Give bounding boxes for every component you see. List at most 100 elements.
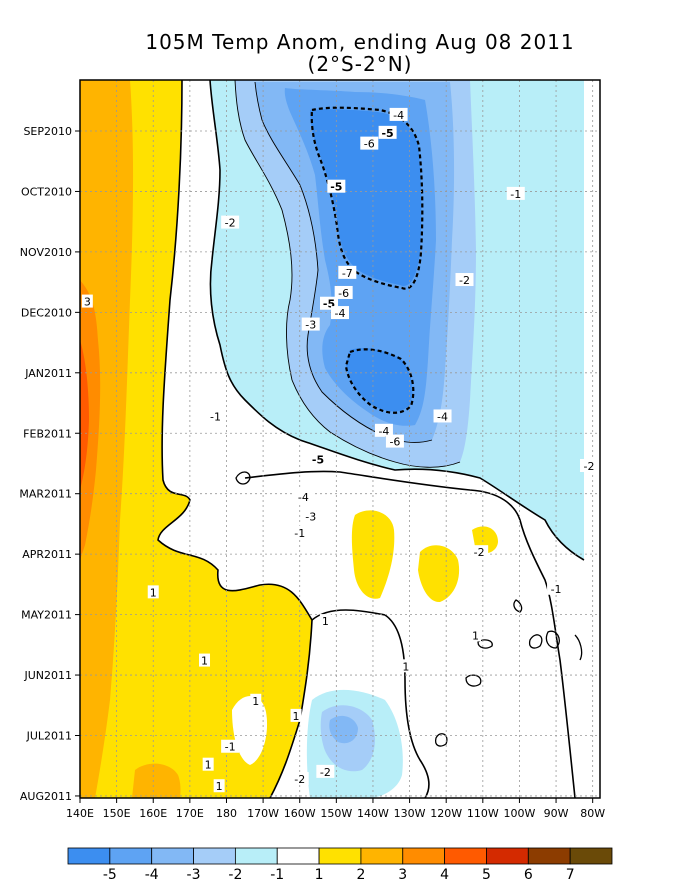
colorbar-label: -5 bbox=[103, 867, 117, 880]
contour-label-text: 1 bbox=[402, 660, 409, 673]
y-tick-label: FEB2011 bbox=[23, 427, 72, 440]
colorbar-swatch bbox=[234, 847, 278, 865]
colorbar: -5 -4 -3 -2 -1 1 2 3 4 5 6 7 bbox=[67, 847, 613, 880]
x-tick-label: 140W bbox=[357, 807, 389, 820]
colorbar-label: 5 bbox=[482, 867, 491, 880]
y-tick-label: AUG2011 bbox=[20, 790, 72, 803]
y-tick-label: JUL2011 bbox=[26, 730, 72, 743]
contour-label: 1 bbox=[469, 628, 481, 642]
contour-minus1 bbox=[209, 80, 585, 561]
contour-label-text: -2 bbox=[320, 766, 331, 779]
x-tick-label: 130W bbox=[394, 807, 426, 820]
field-pos-patch-d bbox=[120, 732, 139, 754]
contour-label-text: 1 bbox=[205, 759, 212, 772]
y-tick-label: SEP2010 bbox=[23, 125, 72, 138]
colorbar-label: -2 bbox=[228, 867, 242, 880]
contour-label: -2 bbox=[470, 545, 489, 559]
contour-label: 1 bbox=[199, 653, 211, 668]
contour-label-text: -1 bbox=[294, 527, 305, 540]
field-pos-patch-e bbox=[132, 763, 181, 798]
y-tick-label: MAY2011 bbox=[21, 609, 72, 622]
contour-small-c bbox=[465, 674, 482, 687]
contour-label-text: -1 bbox=[225, 741, 236, 754]
colorbar-swatch bbox=[444, 847, 487, 865]
contour-label: 3 bbox=[81, 294, 93, 309]
contour-label-text: -2 bbox=[225, 217, 236, 230]
x-tick-label: 110W bbox=[467, 807, 499, 820]
contour-label-text: -4 bbox=[437, 410, 448, 423]
colorbar-label: -1 bbox=[270, 867, 284, 880]
contour-label: -2 bbox=[316, 764, 335, 779]
x-tick-label: 100W bbox=[503, 807, 535, 820]
contour-label-text: -1 bbox=[210, 410, 221, 423]
y-tick-label: MAR2011 bbox=[19, 488, 72, 501]
contour-label: -4 bbox=[433, 409, 452, 423]
contour-label: -1 bbox=[221, 739, 240, 754]
x-tick-label: 80W bbox=[580, 807, 605, 820]
contour-label-text: -5 bbox=[312, 454, 324, 467]
contour-minus1-south bbox=[311, 609, 430, 798]
contour-label-text: 3 bbox=[84, 296, 91, 309]
contour-minus3 bbox=[254, 81, 433, 443]
colorbar-swatch bbox=[193, 847, 236, 865]
contour-label: -1 bbox=[506, 186, 525, 201]
contour-label-text: -6 bbox=[364, 138, 375, 151]
contour-label: -4 bbox=[374, 423, 393, 438]
contour-label-text: 1 bbox=[252, 695, 259, 708]
contour-label: 1 bbox=[400, 659, 412, 673]
contour-label-text: -4 bbox=[298, 491, 309, 504]
field-pos3 bbox=[80, 280, 101, 560]
contour-label-text: 1 bbox=[150, 586, 157, 599]
contour-small-d bbox=[528, 634, 543, 649]
y-tick-label: APR2011 bbox=[22, 548, 72, 561]
contour-label-text: 1 bbox=[472, 629, 479, 642]
contour-label: -2 bbox=[290, 772, 309, 786]
colorbar-label: 2 bbox=[356, 867, 365, 880]
contour-label-text: -2 bbox=[459, 274, 470, 287]
contour-label: -1 bbox=[290, 525, 309, 540]
contour-label: -2 bbox=[580, 459, 599, 473]
contour-label-text: -1 bbox=[551, 583, 562, 596]
contour-label: -2 bbox=[455, 273, 474, 287]
contour-label-text: -4 bbox=[335, 307, 346, 320]
x-tick-label: 180 bbox=[216, 807, 237, 820]
x-axis-ticks: 140E 150E 160E 170E 180 170W 160W 150W 140W 130W 1… bbox=[66, 798, 605, 820]
y-tick-label: NOV2010 bbox=[20, 246, 72, 259]
x-tick-label: 160E bbox=[139, 807, 167, 820]
contour-label-text: -7 bbox=[342, 267, 353, 280]
contour-label-text: -2 bbox=[584, 460, 595, 473]
x-tick-label: 150E bbox=[103, 807, 131, 820]
x-tick-label: 170E bbox=[176, 807, 204, 820]
field-pos-patch-b bbox=[418, 545, 460, 603]
contour-plus1 bbox=[157, 80, 313, 798]
colorbar-swatch bbox=[276, 847, 320, 865]
contour-label-text: -5 bbox=[330, 181, 342, 194]
contour-label-text: -6 bbox=[389, 436, 400, 449]
contour-label: 1 bbox=[250, 693, 262, 708]
contour-label: -2 bbox=[221, 215, 240, 230]
colorbar-swatch bbox=[360, 847, 404, 865]
chart-subtitle: (2°S-2°N) bbox=[307, 52, 413, 76]
contour-label: -7 bbox=[338, 265, 357, 280]
contour-label-text: 1 bbox=[216, 780, 223, 793]
x-tick-label: 120W bbox=[430, 807, 462, 820]
y-tick-label: OCT2010 bbox=[21, 185, 72, 198]
contour-label: 1 bbox=[319, 614, 331, 628]
x-tick-label: 140E bbox=[66, 807, 94, 820]
contour-label: -6 bbox=[334, 285, 353, 300]
contour-label: -6 bbox=[360, 136, 379, 151]
contour-label: 1 bbox=[213, 779, 225, 793]
colorbar-label: -3 bbox=[187, 867, 201, 880]
contour-label: 1 bbox=[202, 757, 214, 772]
colorbar-swatch bbox=[569, 847, 613, 865]
y-tick-label: JAN2011 bbox=[24, 367, 72, 380]
contour-minus2 bbox=[234, 80, 461, 468]
contour-label-text: -3 bbox=[305, 319, 316, 332]
colorbar-label: 7 bbox=[566, 867, 575, 880]
contour-small-b bbox=[477, 639, 493, 649]
colorbar-swatch bbox=[527, 847, 571, 865]
contour-label-text: -6 bbox=[338, 287, 349, 300]
contour-label: -3 bbox=[301, 317, 320, 332]
colorbar-label: 4 bbox=[440, 867, 449, 880]
